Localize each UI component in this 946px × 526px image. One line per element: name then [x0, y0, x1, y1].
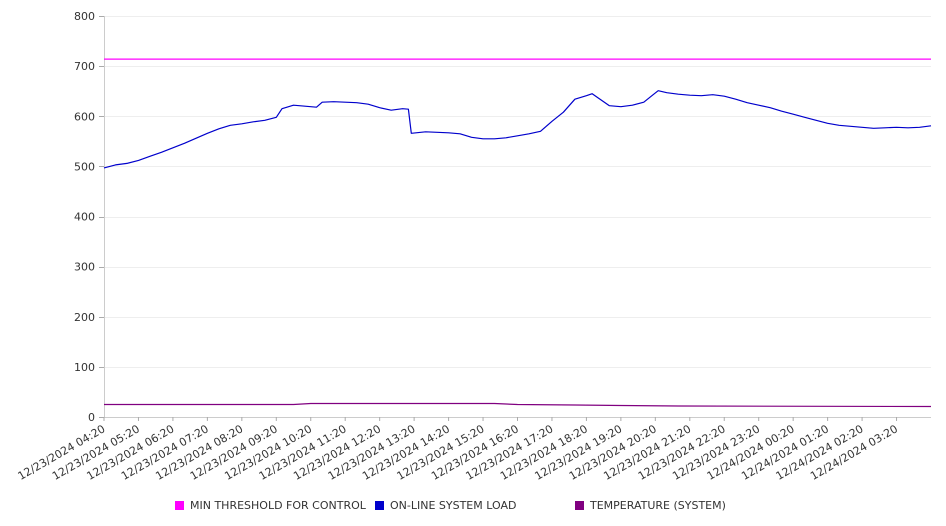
legend-label: TEMPERATURE (SYSTEM) — [589, 499, 726, 512]
y-tick-label: 700 — [74, 60, 95, 73]
y-tick-label: 500 — [74, 160, 95, 173]
y-tick-label: 400 — [74, 211, 95, 224]
series-lines — [103, 58, 932, 408]
y-tick-label: 300 — [74, 261, 95, 274]
y-tick-label: 0 — [88, 411, 95, 424]
legend-swatch — [175, 501, 184, 510]
y-axis-tick-labels: 0 100 200 300 400 500 600 700 800 — [74, 10, 95, 424]
y-tick-label: 200 — [74, 311, 95, 324]
y-tick-label: 600 — [74, 110, 95, 123]
gridlines — [99, 16, 931, 418]
series-line-3 — [104, 402, 932, 408]
y-tick-label: 800 — [74, 10, 95, 23]
series-line-2 — [103, 90, 932, 169]
legend-label: ON-LINE SYSTEM LOAD — [390, 499, 516, 512]
legend-swatch — [575, 501, 584, 510]
y-tick-label: 100 — [74, 361, 95, 374]
legend-label: MIN THRESHOLD FOR CONTROL — [190, 499, 367, 512]
axes — [103, 16, 931, 421]
legend-swatch — [375, 501, 384, 510]
legend: MIN THRESHOLD FOR CONTROL ON-LINE SYSTEM … — [175, 499, 726, 512]
